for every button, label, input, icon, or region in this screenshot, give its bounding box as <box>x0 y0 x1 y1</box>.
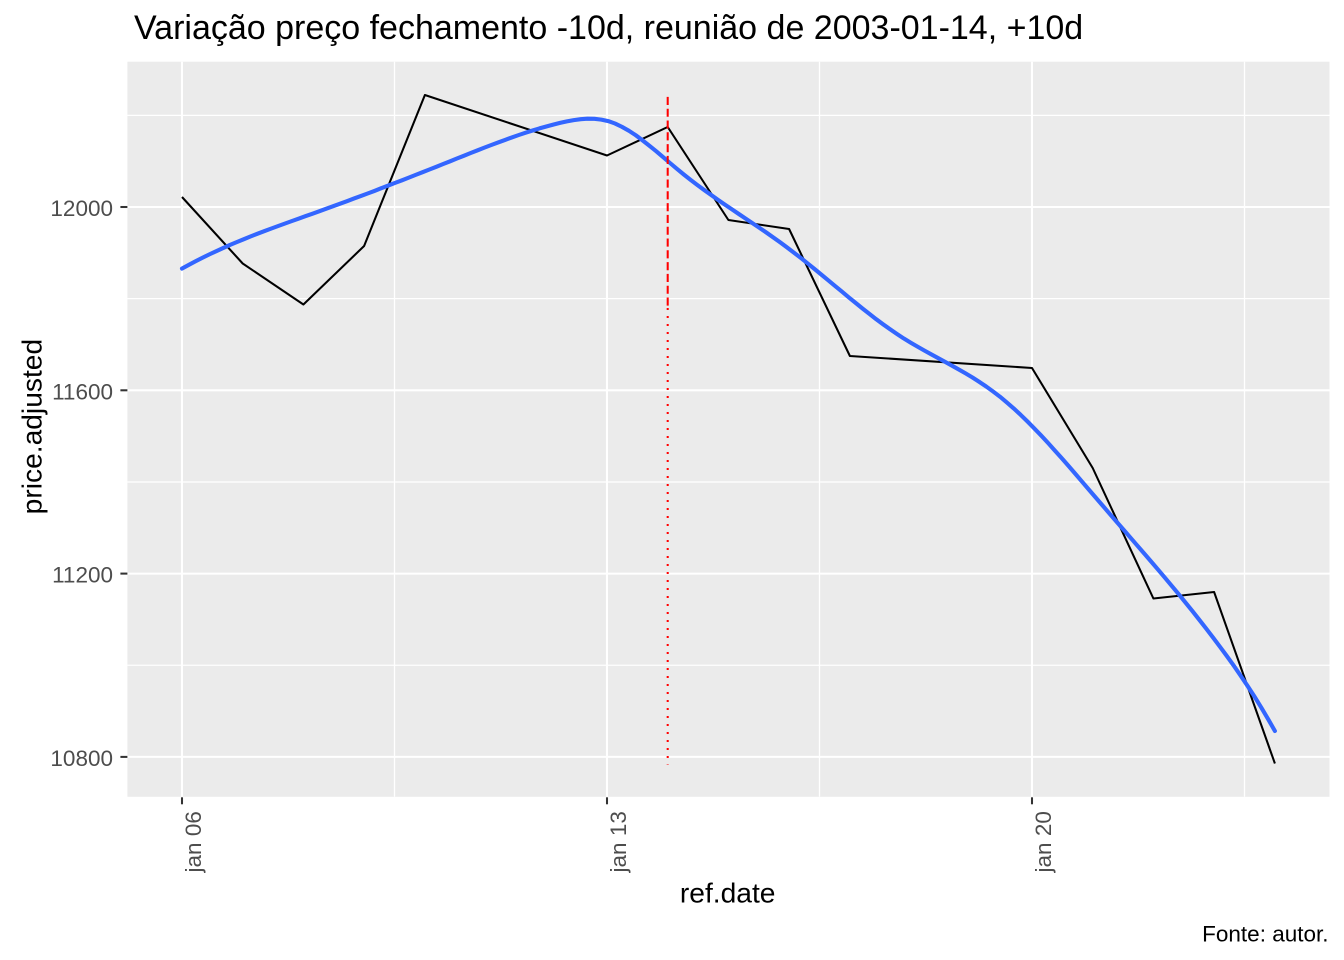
svg-text:11600: 11600 <box>52 379 113 404</box>
svg-text:ref.date: ref.date <box>680 876 776 908</box>
svg-text:10800: 10800 <box>50 746 113 771</box>
svg-text:price.adjusted: price.adjusted <box>16 339 48 514</box>
svg-text:Variação preço fechamento -10d: Variação preço fechamento -10d, reunião … <box>134 9 1083 47</box>
svg-text:jan 20: jan 20 <box>1031 811 1056 873</box>
svg-text:Fonte: autor.: Fonte: autor. <box>1202 921 1328 946</box>
svg-text:jan 06: jan 06 <box>181 811 206 873</box>
svg-text:jan 13: jan 13 <box>606 811 631 873</box>
svg-text:12000: 12000 <box>50 196 113 221</box>
svg-text:11200: 11200 <box>52 563 113 588</box>
